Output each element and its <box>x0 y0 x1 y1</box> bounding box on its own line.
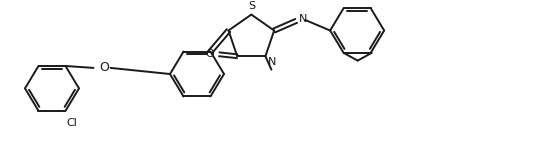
Text: Cl: Cl <box>67 118 77 128</box>
Text: S: S <box>248 1 255 11</box>
Text: O: O <box>206 49 214 59</box>
Text: O: O <box>100 61 110 74</box>
Text: N: N <box>299 14 307 24</box>
Text: N: N <box>267 57 276 67</box>
